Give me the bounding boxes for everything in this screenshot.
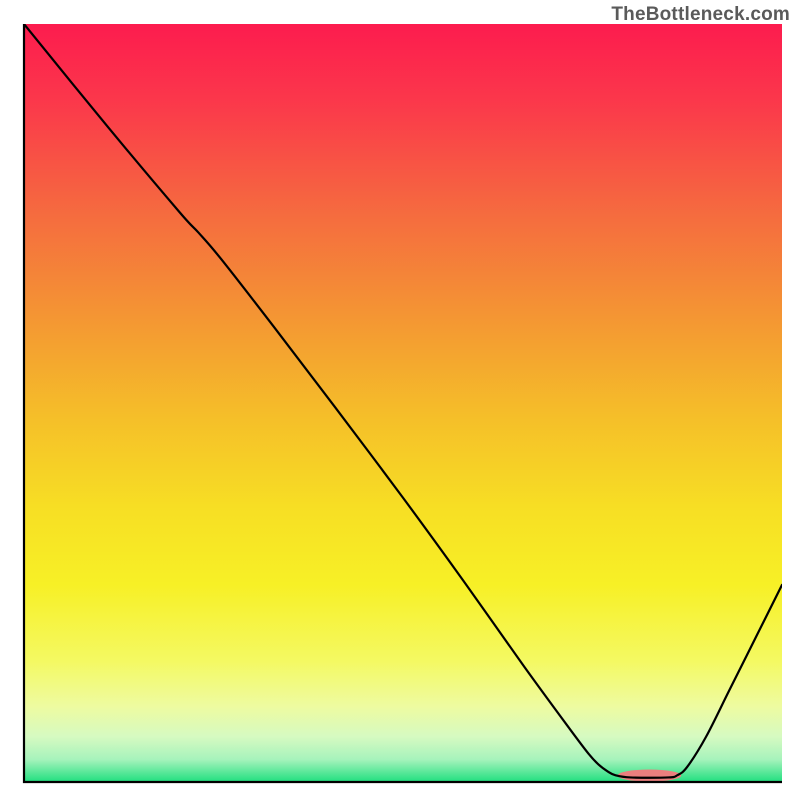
gradient-background [24, 24, 782, 782]
optimum-marker [618, 769, 682, 781]
chart-root: { "watermark": "TheBottleneck.com", "can… [0, 0, 800, 800]
chart-canvas [0, 0, 800, 800]
